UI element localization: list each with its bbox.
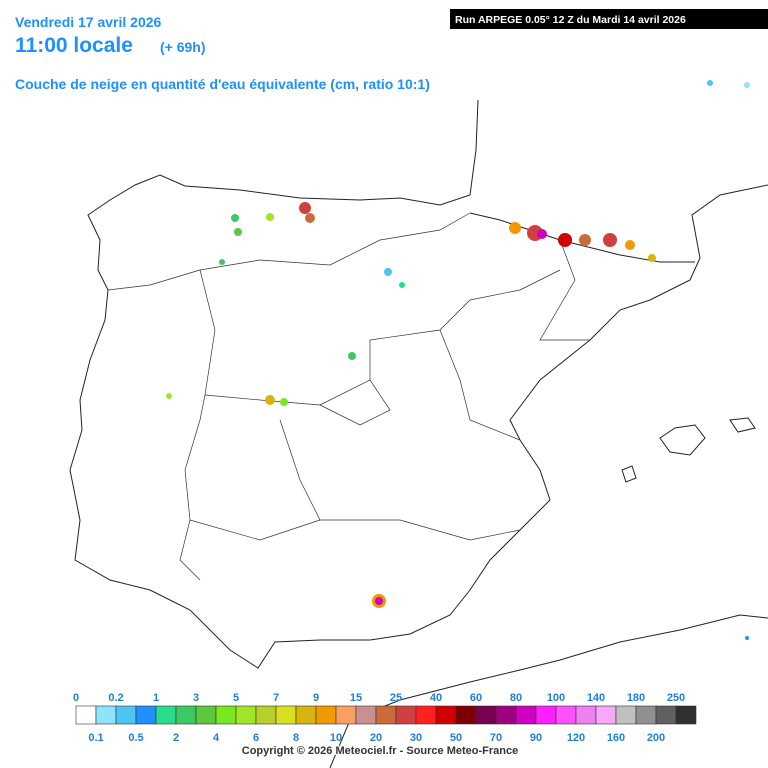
legend-swatch [75,705,97,725]
legend-swatch [155,705,177,725]
legend-swatch [535,705,557,725]
legend-label: 4 [213,732,220,744]
legend-label: 100 [547,692,565,704]
legend-label: 20 [370,732,382,744]
legend-label: 15 [350,692,362,704]
legend-swatch [315,705,337,725]
legend-swatch [135,705,157,725]
legend-swatch [455,705,477,725]
legend-label: 60 [470,692,482,704]
legend-label: 8 [293,732,299,744]
legend-swatch [355,705,377,725]
legend-label: 9 [313,692,319,704]
legend-label: 90 [530,732,542,744]
legend-label: 6 [253,732,259,744]
legend-label: 0.1 [88,732,103,744]
time-text: 11:00 locale [15,34,133,57]
legend-label: 80 [510,692,522,704]
legend-swatch [175,705,197,725]
legend-label: 120 [567,732,585,744]
legend-label: 3 [193,692,199,704]
legend-label: 180 [627,692,645,704]
legend-swatch [235,705,257,725]
legend-label: 160 [607,732,625,744]
legend-swatch [255,705,277,725]
legend-swatch [515,705,537,725]
legend-label: 2 [173,732,179,744]
legend-swatch [375,705,397,725]
legend-label: 10 [330,732,342,744]
legend-label: 50 [450,732,462,744]
lead-time: (+ 69h) [160,39,206,55]
legend-label: 30 [410,732,422,744]
legend-swatch [475,705,497,725]
legend-label: 0.2 [108,692,123,704]
run-box [450,9,768,29]
legend-swatch [435,705,457,725]
legend-swatch [215,705,237,725]
legend-swatch [615,705,637,725]
run-text: Run ARPEGE 0.05° 12 Z du Mardi 14 avril … [455,14,686,26]
legend-label: 40 [430,692,442,704]
product-title: Couche de neige en quantité d'eau équiva… [15,76,430,92]
snow-patches [166,80,750,640]
legend-swatch [335,705,357,725]
copyright: Copyright © 2026 Meteociel.fr - Source M… [242,745,518,757]
legend-swatch [115,705,137,725]
legend-swatch [595,705,617,725]
legend-swatch [655,705,677,725]
legend-swatch [675,705,697,725]
legend-swatch [195,705,217,725]
legend-label: 0 [73,692,79,704]
legend-swatch [495,705,517,725]
legend-swatch [95,705,117,725]
date-text: Vendredi 17 avril 2026 [15,14,162,30]
legend-label: 7 [273,692,279,704]
legend-swatch [555,705,577,725]
legend-swatch [635,705,657,725]
legend-label: 25 [390,692,402,704]
legend-label: 70 [490,732,502,744]
legend: 0 0.1 0.2 0.5 1 2 3 4 5 6 7 8 9 10 15 20 25 30 40 50 60 70 80 9… [73,692,697,744]
legend-label: 200 [647,732,665,744]
legend-label: 140 [587,692,605,704]
legend-label: 0.5 [128,732,143,744]
legend-swatch [575,705,597,725]
legend-label: 1 [153,692,159,704]
legend-label: 5 [233,692,239,704]
legend-swatch [275,705,297,725]
legend-swatch [395,705,417,725]
legend-swatch [295,705,317,725]
legend-swatch [415,705,437,725]
legend-label: 250 [667,692,685,704]
borders [107,212,590,581]
